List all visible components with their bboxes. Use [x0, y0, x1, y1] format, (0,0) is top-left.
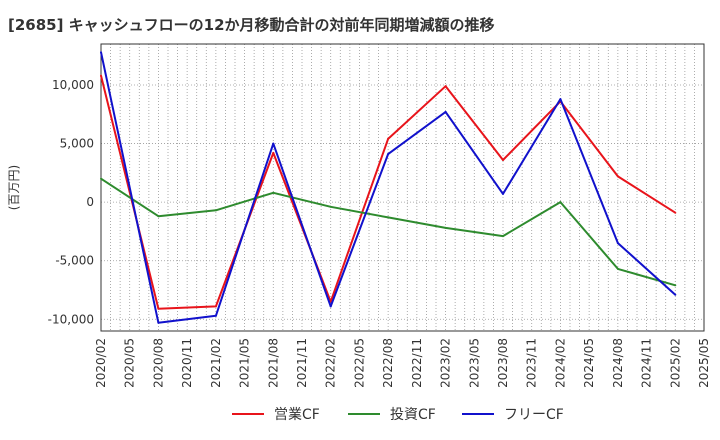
data-point [100, 74, 102, 77]
data-point [559, 201, 562, 204]
data-point [329, 205, 332, 208]
data-point [616, 242, 619, 245]
data-point [502, 159, 504, 161]
x-tick-label: 2023/05 [467, 338, 481, 388]
x-tick-label: 2025/02 [668, 338, 682, 388]
data-point [100, 51, 102, 54]
data-point [214, 314, 217, 317]
x-tick-label: 2024/05 [582, 338, 596, 388]
y-axis-label: (百万円) [7, 165, 21, 210]
data-point [616, 175, 619, 178]
data-point [674, 211, 677, 214]
x-tick-label: 2024/08 [611, 338, 625, 388]
data-point [387, 137, 390, 140]
x-tick-label: 2022/02 [324, 338, 338, 388]
x-tick-label: 2020/02 [94, 338, 108, 388]
data-point [157, 307, 160, 310]
legend-label: 営業CF [274, 407, 320, 423]
data-point [444, 110, 447, 113]
data-point [214, 305, 217, 308]
x-tick-label: 2021/05 [238, 338, 252, 388]
x-tick-label: 2021/11 [295, 338, 309, 388]
x-tick-label: 2023/11 [525, 338, 539, 388]
data-point [502, 235, 504, 238]
data-point [444, 85, 447, 88]
y-tick-label: -10,000 [48, 312, 94, 326]
x-tick-label: 2022/08 [381, 338, 395, 388]
data-point [329, 305, 332, 308]
plot-frame [100, 43, 705, 332]
legend-label: 投資CF [390, 407, 436, 423]
data-point [387, 153, 390, 156]
data-point [616, 267, 619, 270]
data-point [214, 209, 217, 212]
data-point [674, 293, 677, 296]
x-tick-label: 2020/08 [151, 338, 165, 388]
x-tick-label: 2020/11 [180, 338, 194, 388]
x-tick-label: 2025/05 [697, 338, 711, 388]
data-point [272, 142, 275, 145]
data-point [100, 177, 102, 180]
x-tick-label: 2023/08 [496, 338, 510, 388]
data-point [674, 284, 677, 287]
data-point [387, 216, 390, 219]
chart-title: [2685] キャッシュフローの12か月移動合計の対前年同期増減額の推移 [8, 16, 495, 34]
y-tick-label: 0 [86, 195, 94, 209]
y-tick-label: 10,000 [52, 78, 94, 92]
data-point [157, 321, 160, 324]
x-tick-label: 2022/05 [352, 338, 366, 388]
data-point [272, 151, 275, 154]
x-tick-label: 2024/02 [553, 338, 567, 388]
x-tick-label: 2023/02 [439, 338, 453, 388]
data-point [444, 226, 447, 229]
data-point [272, 191, 275, 194]
y-tick-label: 5,000 [60, 137, 94, 151]
x-tick-label: 2020/05 [123, 338, 137, 388]
data-point [559, 98, 562, 101]
data-point [157, 215, 160, 218]
legend-label: フリーCF [504, 407, 564, 423]
x-tick-label: 2022/11 [410, 338, 424, 388]
x-tick-label: 2024/11 [640, 338, 654, 388]
data-point [502, 192, 504, 195]
x-tick-label: 2021/02 [209, 338, 223, 388]
y-tick-label: -5,000 [55, 254, 94, 268]
x-tick-label: 2021/08 [266, 338, 280, 388]
